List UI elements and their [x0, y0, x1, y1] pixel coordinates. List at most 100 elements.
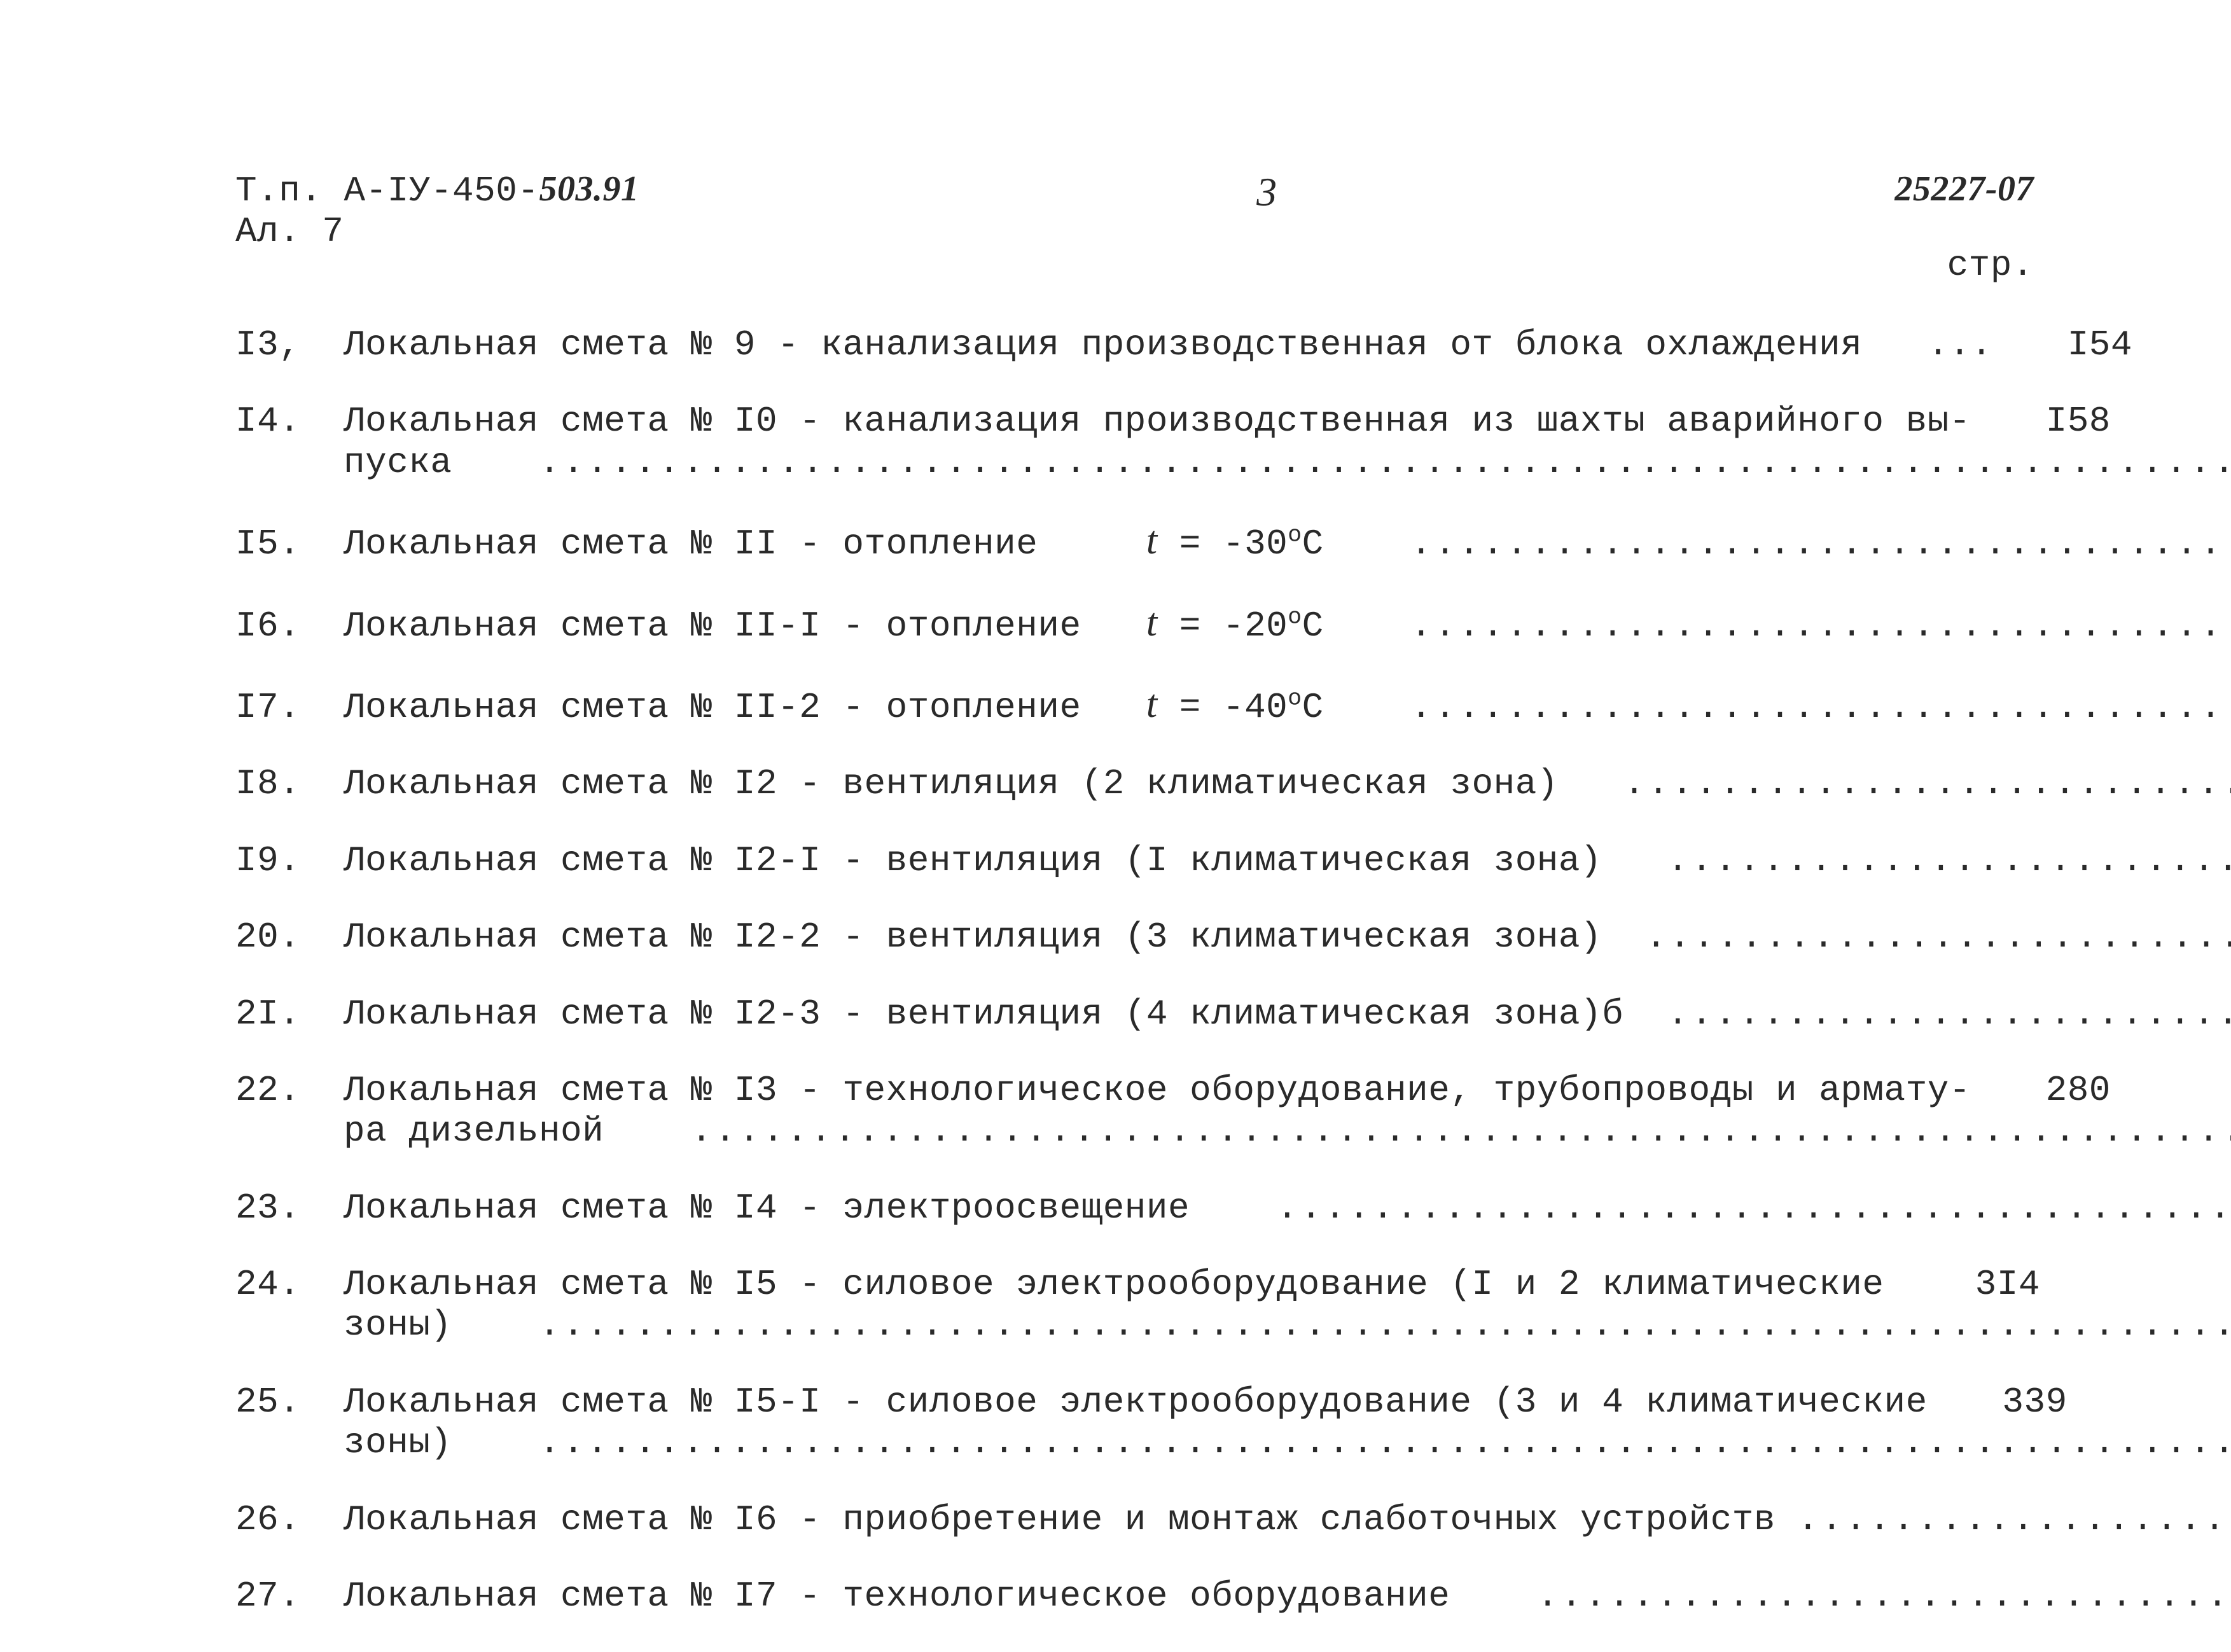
toc-line: зоны) ..................................…	[235, 1305, 2040, 1345]
entry-text: Локальная смета № I2-I - вентиляция (I к…	[344, 840, 1667, 881]
dot-leader: ........................................…	[1410, 606, 2231, 646]
entry-number: I7.	[235, 687, 344, 728]
dot-leader: ........................................…	[691, 1111, 2231, 1151]
toc-entry: I3,Локальная смета № 9 - канализация про…	[235, 324, 2040, 365]
toc-line: зоны) ..................................…	[235, 1422, 2040, 1463]
entry-text: ра дизельной	[344, 1111, 691, 1151]
toc-line: 26.Локальная смета № I6 - приобретение и…	[235, 1499, 2040, 1540]
entry-text: Локальная смета № I2-3 - вентиляция (4 к…	[344, 994, 1667, 1034]
dot-leader: ........................................…	[1623, 763, 2231, 804]
entry-number: I8.	[235, 763, 344, 804]
entry-number: 26.	[235, 1499, 344, 1540]
dot-leader: ........................................…	[539, 442, 2231, 483]
entry-number: 22.	[235, 1070, 344, 1111]
toc-line: I7.Локальная смета № II-2 - отопление t …	[235, 682, 2040, 728]
toc-line: I9.Локальная смета № I2-I - вентиляция (…	[235, 840, 2040, 881]
entry-page: 3I4	[1926, 1264, 2040, 1305]
entry-text: Локальная смета № I2 - вентиляция (2 кли…	[344, 763, 1623, 804]
entry-text: Локальная смета № I3 - технологическое о…	[344, 1070, 1971, 1111]
entry-text: зоны)	[344, 1422, 539, 1463]
entry-number: 2I.	[235, 994, 344, 1034]
entry-text: Локальная смета № II-2 - отопление	[344, 687, 1146, 728]
dot-leader: ........................................…	[1667, 840, 2231, 881]
toc-line: ра дизельной ...........................…	[235, 1111, 2040, 1151]
entry-text: Локальная смета № I7 - технологическое о…	[344, 1576, 1537, 1616]
toc-entry: 23.Локальная смета № I4 - электроосвещен…	[235, 1188, 2040, 1228]
toc-entry: I9.Локальная смета № I2-I - вентиляция (…	[235, 840, 2040, 881]
page-column-label: стр.	[1947, 245, 2034, 286]
toc-entry: I5.Локальная смета № II - отопление t = …	[235, 518, 2040, 564]
doc-number-right: 25227-07	[1894, 169, 2034, 209]
doc-code-prefix: Т.п. А-IУ-450-	[235, 170, 539, 211]
entry-number: I9.	[235, 840, 344, 881]
toc-line: 25.Локальная смета № I5-I - силовое элек…	[235, 1382, 2040, 1422]
temperature-spec: t = -20oC	[1146, 600, 1410, 646]
entry-text: Локальная смета № I4 - электроосвещение	[344, 1188, 1277, 1228]
entry-page: 280	[1996, 1070, 2111, 1111]
entry-number: I6.	[235, 606, 344, 646]
toc-entry: I7.Локальная смета № II-2 - отопление t …	[235, 682, 2040, 728]
temperature-spec: t = -30oC	[1146, 518, 1410, 564]
entry-text: Локальная смета № II - отопление	[344, 524, 1146, 564]
entry-text: Локальная смета № II-I - отопление	[344, 606, 1146, 646]
entry-number: 24.	[235, 1264, 344, 1305]
toc-entry: 24.Локальная смета № I5 - силовое электр…	[235, 1264, 2040, 1346]
entry-text: Локальная смета № 9 - канализация произв…	[344, 324, 1992, 365]
toc-line: I8.Локальная смета № I2 - вентиляция (2 …	[235, 763, 2040, 804]
toc-entry: I4.Локальная смета № I0 - канализация пр…	[235, 401, 2040, 483]
entry-page: 339	[1953, 1382, 2068, 1422]
toc-line: 20.Локальная смета № I2-2 - вентиляция (…	[235, 917, 2040, 957]
toc-line: 27.Локальная смета № I7 - технологическо…	[235, 1576, 2040, 1616]
toc-line: 23.Локальная смета № I4 - электроосвещен…	[235, 1188, 2040, 1228]
entry-number: 25.	[235, 1382, 344, 1422]
toc-entry: 22.Локальная смета № I3 - технологическо…	[235, 1070, 2040, 1152]
toc-entry: 2I.Локальная смета № I2-3 - вентиляция (…	[235, 994, 2040, 1034]
doc-code-handwritten: 503.91	[539, 169, 639, 209]
dot-leader: ........................................…	[1277, 1188, 2231, 1228]
dot-leader: ........................................…	[539, 1422, 2231, 1463]
entry-number: I5.	[235, 524, 344, 564]
entry-text: Локальная смета № I5-I - силовое электро…	[344, 1382, 1928, 1422]
entry-page: I54	[2018, 324, 2132, 365]
entry-number: I3,	[235, 324, 344, 365]
entry-text: Локальная смета № I6 - приобретение и мо…	[344, 1499, 1797, 1540]
entry-number: I4.	[235, 401, 344, 441]
dot-leader: ........................................…	[1667, 994, 2231, 1034]
toc-entry: I6.Локальная смета № II-I - отопление t …	[235, 600, 2040, 646]
toc-line: 2I.Локальная смета № I2-3 - вентиляция (…	[235, 994, 2040, 1034]
dot-leader: ........................................…	[539, 1305, 2231, 1345]
toc-entry: 26.Локальная смета № I6 - приобретение и…	[235, 1499, 2040, 1540]
toc-line: I3,Локальная смета № 9 - канализация про…	[235, 324, 2040, 365]
toc-line: пуска ..................................…	[235, 442, 2040, 483]
toc-line: 22.Локальная смета № I3 - технологическо…	[235, 1070, 2040, 1111]
document-page: Т.п. А-IУ-450-503.91 Ал. 7 3 25227-07 ст…	[0, 0, 2231, 1578]
entry-number: 20.	[235, 917, 344, 957]
toc-line: 24.Локальная смета № I5 - силовое электр…	[235, 1264, 2040, 1305]
entry-text: Локальная смета № I0 - канализация произ…	[344, 401, 1971, 441]
toc-line: I4.Локальная смета № I0 - канализация пр…	[235, 401, 2040, 441]
toc-entry: 20.Локальная смета № I2-2 - вентиляция (…	[235, 917, 2040, 957]
dot-leader: ........................................…	[1645, 917, 2231, 957]
entry-text: зоны)	[344, 1305, 539, 1345]
toc-entry: 27.Локальная смета № I7 - технологическо…	[235, 1576, 2040, 1616]
entry-text: пуска	[344, 442, 539, 483]
page-number-center: 3	[1256, 169, 1277, 216]
toc-body: I3,Локальная смета № 9 - канализация про…	[235, 324, 2040, 1652]
album-line: Ал. 7	[235, 211, 344, 252]
toc-line: I5.Локальная смета № II - отопление t = …	[235, 518, 2040, 564]
page-header: Т.п. А-IУ-450-503.91 Ал. 7 3 25227-07	[235, 169, 2034, 253]
dot-leader: ........................................…	[1797, 1499, 2231, 1540]
temperature-spec: t = -40oC	[1146, 682, 1410, 728]
entry-text: Локальная смета № I5 - силовое электрооб…	[344, 1264, 1884, 1305]
entry-number: 27.	[235, 1576, 344, 1616]
entry-page: I58	[1996, 401, 2111, 441]
dot-leader: ........................................…	[1410, 524, 2231, 564]
entry-number: 23.	[235, 1188, 344, 1228]
toc-line: I6.Локальная смета № II-I - отопление t …	[235, 600, 2040, 646]
dot-leader: ........................................…	[1537, 1576, 2231, 1616]
toc-entry: 25.Локальная смета № I5-I - силовое элек…	[235, 1382, 2040, 1464]
toc-entry: I8.Локальная смета № I2 - вентиляция (2 …	[235, 763, 2040, 804]
dot-leader: ........................................…	[1410, 687, 2231, 728]
entry-text: Локальная смета № I2-2 - вентиляция (3 к…	[344, 917, 1645, 957]
header-left: Т.п. А-IУ-450-503.91 Ал. 7	[235, 169, 639, 253]
